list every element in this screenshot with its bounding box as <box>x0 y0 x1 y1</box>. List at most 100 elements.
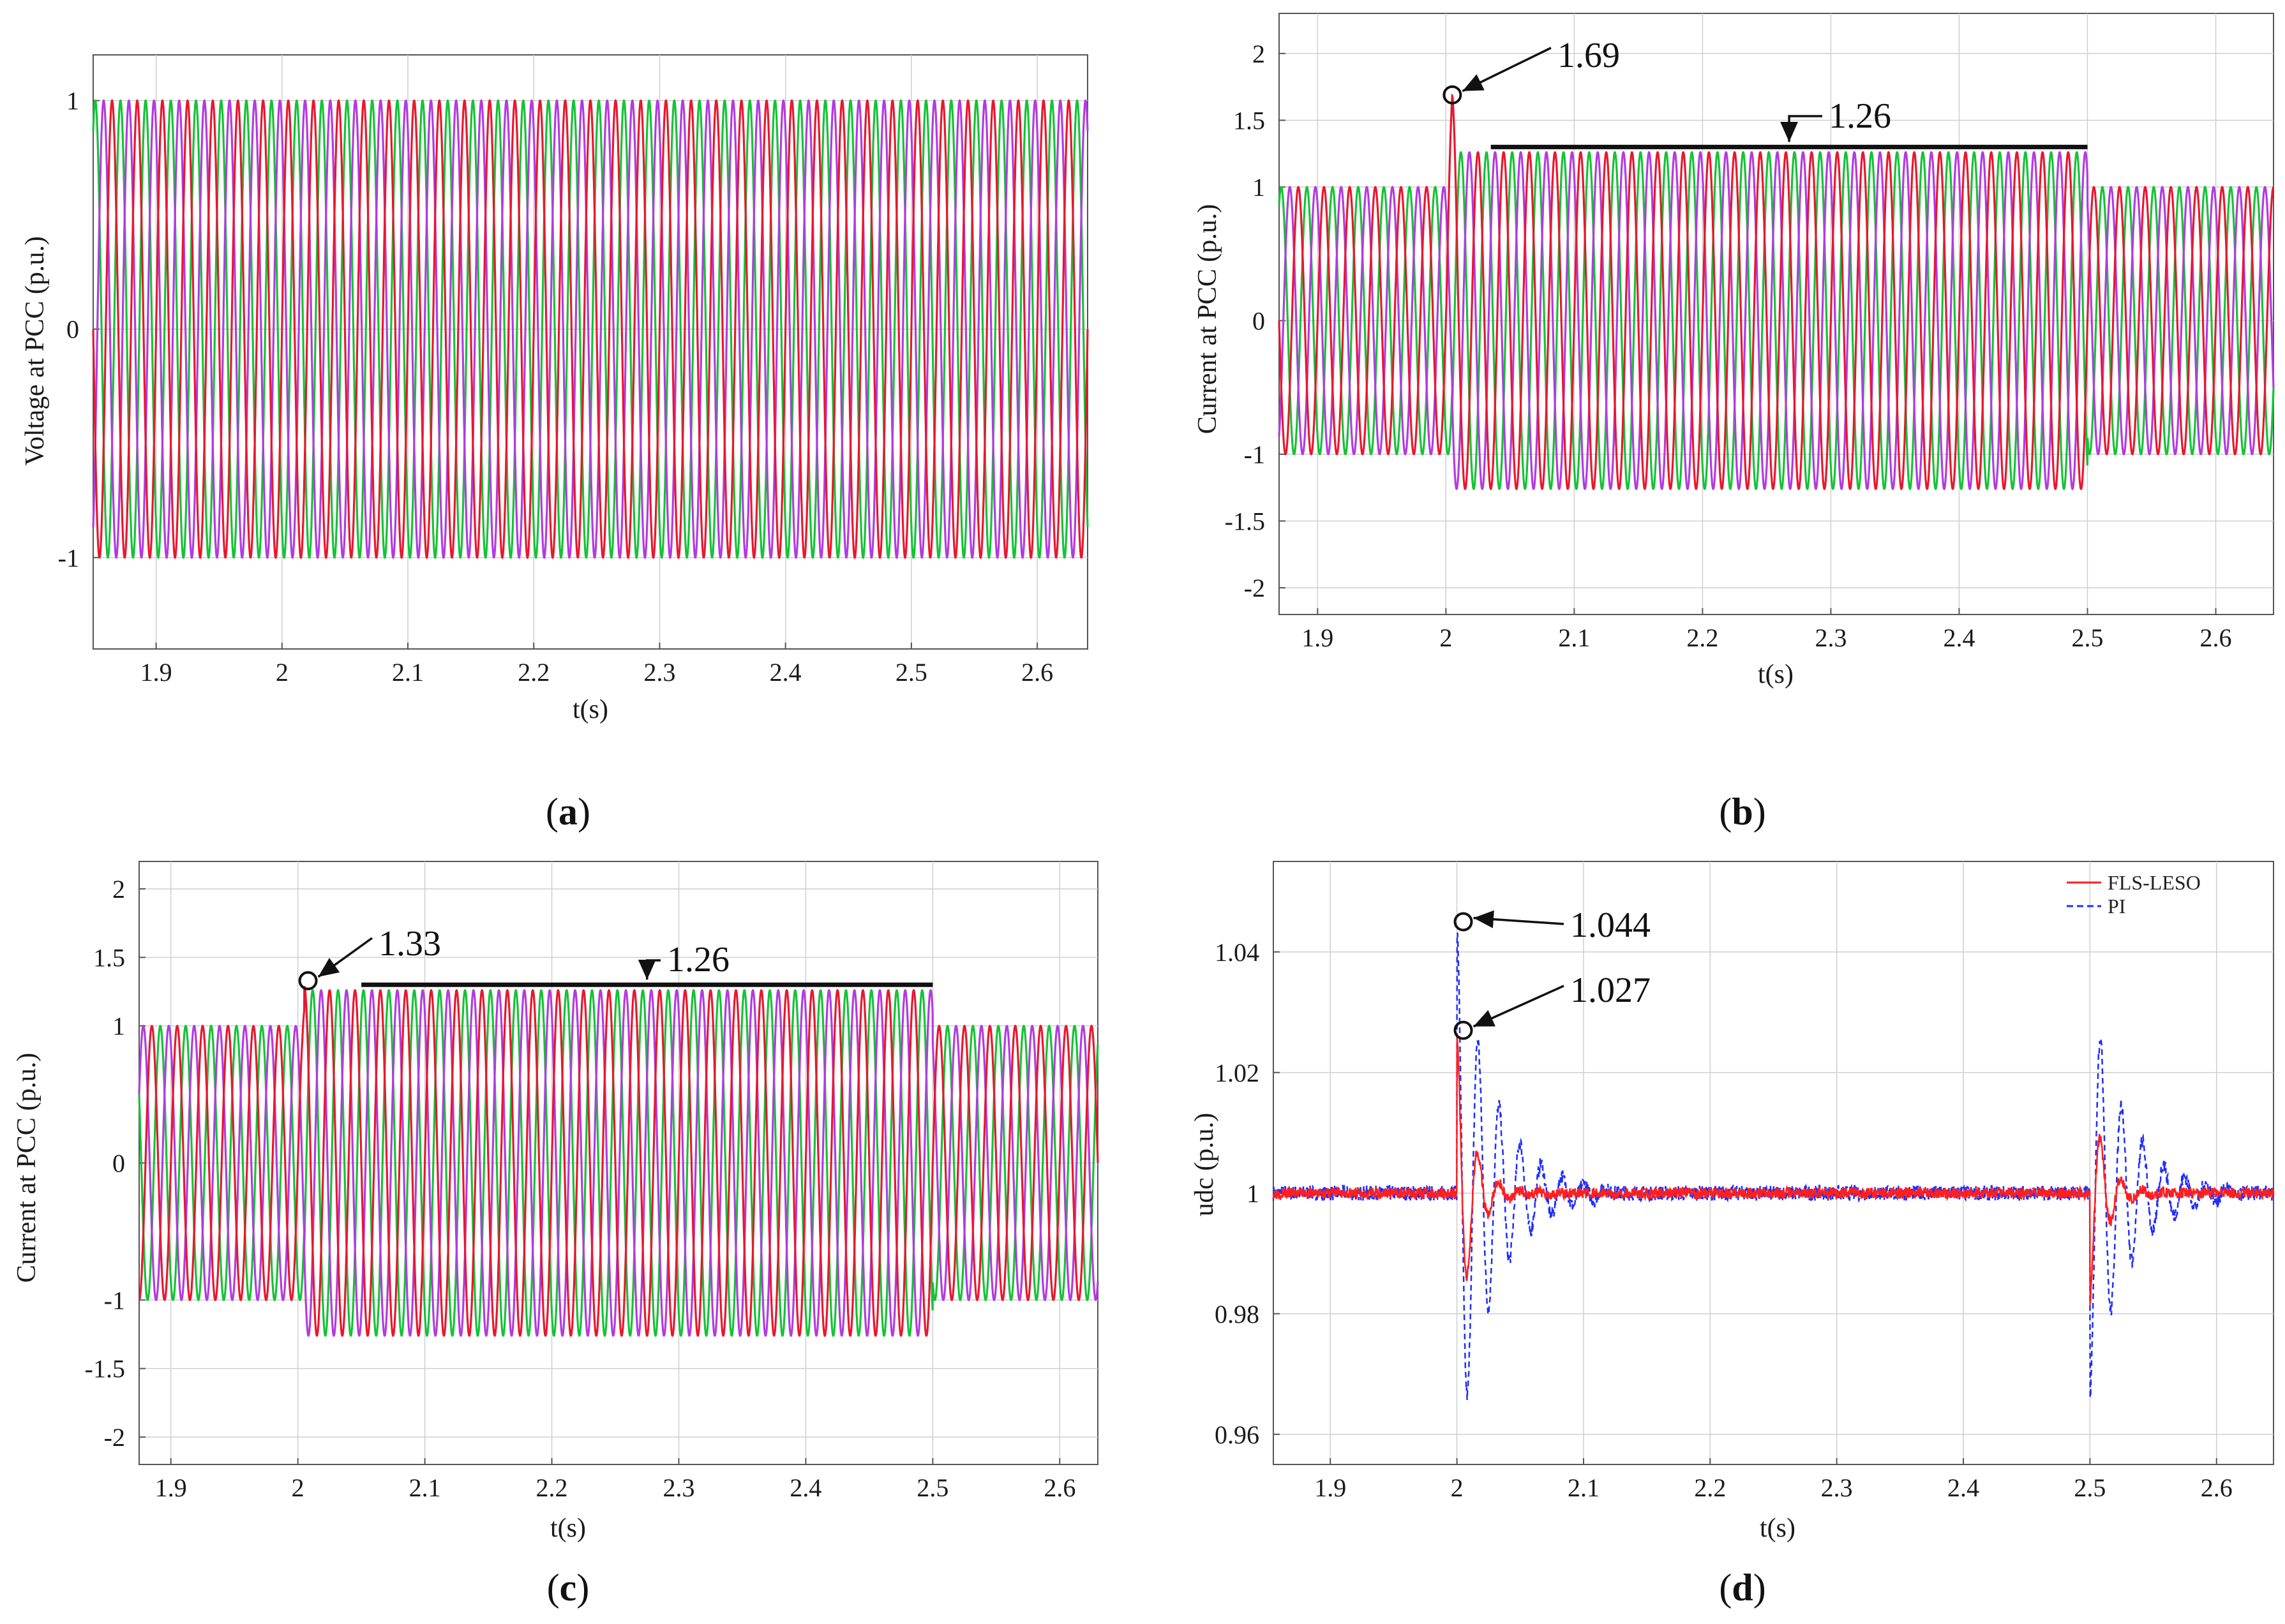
chart-d-annotation-pi-peak: 1.044 <box>1570 905 1651 945</box>
x-tick-label: 2.6 <box>2200 623 2232 652</box>
annotation-marker-circle <box>298 971 318 990</box>
y-tick-label: 1.5 <box>93 943 125 972</box>
phase-a-wave <box>138 986 1099 1337</box>
chart-c: -2 -1.5 -1 0 1 1.5 2 1.9 2 2.1 2.2 2.3 2.4 2.5 2.6 1.… <box>12 861 1099 1609</box>
y-tick-label: 0 <box>112 1149 125 1178</box>
chart-c-annotation-steady: 1.26 <box>667 940 730 980</box>
chart-d-x-ticks: 1.9 2 2.1 2.2 2.3 2.4 2.5 2.6 <box>1314 1473 2232 1502</box>
legend-fls-label: FLS-LESO <box>2108 871 2201 894</box>
chart-b-ylabel: Current at PCC (p.u.) <box>1193 204 1222 434</box>
y-tick-label: 0.96 <box>1215 1420 1259 1449</box>
annotation-arrow <box>317 937 373 978</box>
annotation-level-arrow <box>1780 115 1822 142</box>
y-tick-label: 1 <box>1247 1179 1259 1208</box>
annotation-marker-circle <box>1453 912 1473 932</box>
chart-c-y-ticks: -2 -1.5 -1 0 1 1.5 2 <box>85 875 125 1452</box>
chart-c-ylabel: Current at PCC (p.u.) <box>12 1053 41 1283</box>
chart-a-x-ticks: 1.9 2 2.1 2.2 2.3 2.4 2.5 2.6 <box>140 658 1054 687</box>
x-tick-label: 2.1 <box>392 658 424 687</box>
y-tick-label: 0.98 <box>1215 1300 1259 1329</box>
annotation-arrow <box>1472 985 1564 1028</box>
panel-c-letter: c <box>560 1567 577 1609</box>
chart-d-plot-area <box>1273 861 2274 1465</box>
panel-b-letter: b <box>1732 791 1753 833</box>
x-tick-label: 2 <box>1451 1473 1464 1502</box>
chart-b-annotation-peak: 1.69 <box>1557 36 1620 75</box>
chart-b-waves <box>1278 93 2275 491</box>
chart-a-plot-area <box>93 54 1088 650</box>
phase-a-wave <box>1278 93 2275 491</box>
chart-a-ylabel: Voltage at PCC (p.u.) <box>20 236 50 466</box>
phase-c-wave <box>1278 151 2275 491</box>
x-tick-label: 2.1 <box>409 1473 441 1502</box>
x-tick-label: 2.6 <box>1044 1473 1075 1502</box>
chart-a-y-ticks: -1 0 1 <box>58 87 79 572</box>
x-tick-label: 2.1 <box>1568 1473 1600 1502</box>
y-tick-label: -1.5 <box>85 1355 125 1383</box>
chart-d-ylabel: udc (p.u.) <box>1190 1113 1219 1216</box>
legend-pi-label: PI <box>2108 895 2125 918</box>
chart-d-legend: FLS-LESO PI <box>2067 871 2201 918</box>
fls-leso-trace <box>1272 1036 2275 1305</box>
panel-label-b: (b) <box>1719 791 1765 833</box>
panel-d-letter: d <box>1732 1567 1753 1609</box>
x-tick-label: 1.9 <box>1314 1473 1346 1502</box>
chart-b-x-ticks: 1.9 2 2.1 2.2 2.3 2.4 2.5 2.6 <box>1301 623 2231 652</box>
annotation-level-arrow <box>638 959 661 980</box>
x-tick-label: 2 <box>1439 623 1452 652</box>
chart-a-xlabel: t(s) <box>573 695 608 724</box>
chart-c-waves <box>138 986 1099 1337</box>
y-tick-label: 1 <box>66 87 79 115</box>
x-tick-label: 2.4 <box>770 658 802 687</box>
x-tick-label: 2 <box>276 658 288 687</box>
y-tick-label: 0 <box>66 315 79 344</box>
y-tick-label: -1 <box>104 1286 125 1315</box>
x-tick-label: 2.5 <box>2072 623 2104 652</box>
x-tick-label: 1.9 <box>1301 623 1333 652</box>
chart-c-x-ticks: 1.9 2 2.1 2.2 2.3 2.4 2.5 2.6 <box>155 1473 1076 1502</box>
chart-b-annotations <box>1442 47 2088 149</box>
chart-a-waves <box>92 99 1089 560</box>
y-tick-label: -2 <box>1244 574 1265 602</box>
y-tick-label: 2 <box>112 875 125 904</box>
panel-label-d: (d) <box>1719 1567 1765 1609</box>
chart-b: -2 -1.5 -1 0 1 1.5 2 1.9 2 2.1 2.2 2.3 2.4 2.5 2.6 1.… <box>1193 13 2275 833</box>
x-tick-label: 2.4 <box>790 1473 821 1502</box>
x-tick-label: 2 <box>292 1473 304 1502</box>
x-tick-label: 1.9 <box>140 658 172 687</box>
panel-a-letter: a <box>558 791 578 833</box>
y-tick-label: -1 <box>58 544 79 572</box>
chart-c-xlabel: t(s) <box>550 1514 586 1543</box>
chart-d-waves <box>1272 932 2275 1400</box>
x-tick-label: 2.6 <box>1021 658 1053 687</box>
phase-b-wave <box>1278 151 2275 491</box>
phase-c-wave <box>138 988 1099 1337</box>
annotation-marker-circle <box>1442 85 1462 105</box>
y-tick-label: -1 <box>1244 440 1265 469</box>
annotation-arrow <box>1462 47 1552 93</box>
x-tick-label: 2.4 <box>1947 1473 1979 1502</box>
y-tick-label: 1 <box>112 1012 125 1041</box>
phase-b-wave <box>138 988 1099 1337</box>
chart-c-annotation-peak: 1.33 <box>378 924 441 964</box>
x-tick-label: 2.3 <box>1821 1473 1853 1502</box>
x-tick-label: 2.2 <box>536 1473 568 1502</box>
y-tick-label: 1 <box>1252 173 1265 202</box>
y-tick-label: -2 <box>104 1423 125 1452</box>
x-tick-label: 1.9 <box>155 1473 187 1502</box>
chart-d-xlabel: t(s) <box>1760 1514 1795 1543</box>
chart-a: -1 0 1 1.9 2 2.1 2.2 2.3 2.4 2.5 2.6 t(s) Voltage… <box>20 54 1089 833</box>
chart-b-annotation-steady: 1.26 <box>1829 96 1891 136</box>
x-tick-label: 2.3 <box>1815 623 1847 652</box>
chart-d-y-ticks: 0.96 0.98 1 1.02 1.04 <box>1215 938 1259 1449</box>
y-tick-label: 1.02 <box>1215 1059 1259 1087</box>
panel-label-c: (c) <box>547 1567 590 1609</box>
x-tick-label: 2.1 <box>1558 623 1590 652</box>
x-tick-label: 2.2 <box>1694 1473 1726 1502</box>
chart-b-y-ticks: -2 -1.5 -1 0 1 1.5 2 <box>1225 40 1265 602</box>
x-tick-label: 2.5 <box>917 1473 948 1502</box>
x-tick-label: 2.5 <box>2074 1473 2106 1502</box>
x-tick-label: 2.6 <box>2201 1473 2233 1502</box>
chart-d: 0.96 0.98 1 1.02 1.04 1.9 2 2.1 2.2 2.3 2.4 2.5 2.6… <box>1190 861 2275 1609</box>
